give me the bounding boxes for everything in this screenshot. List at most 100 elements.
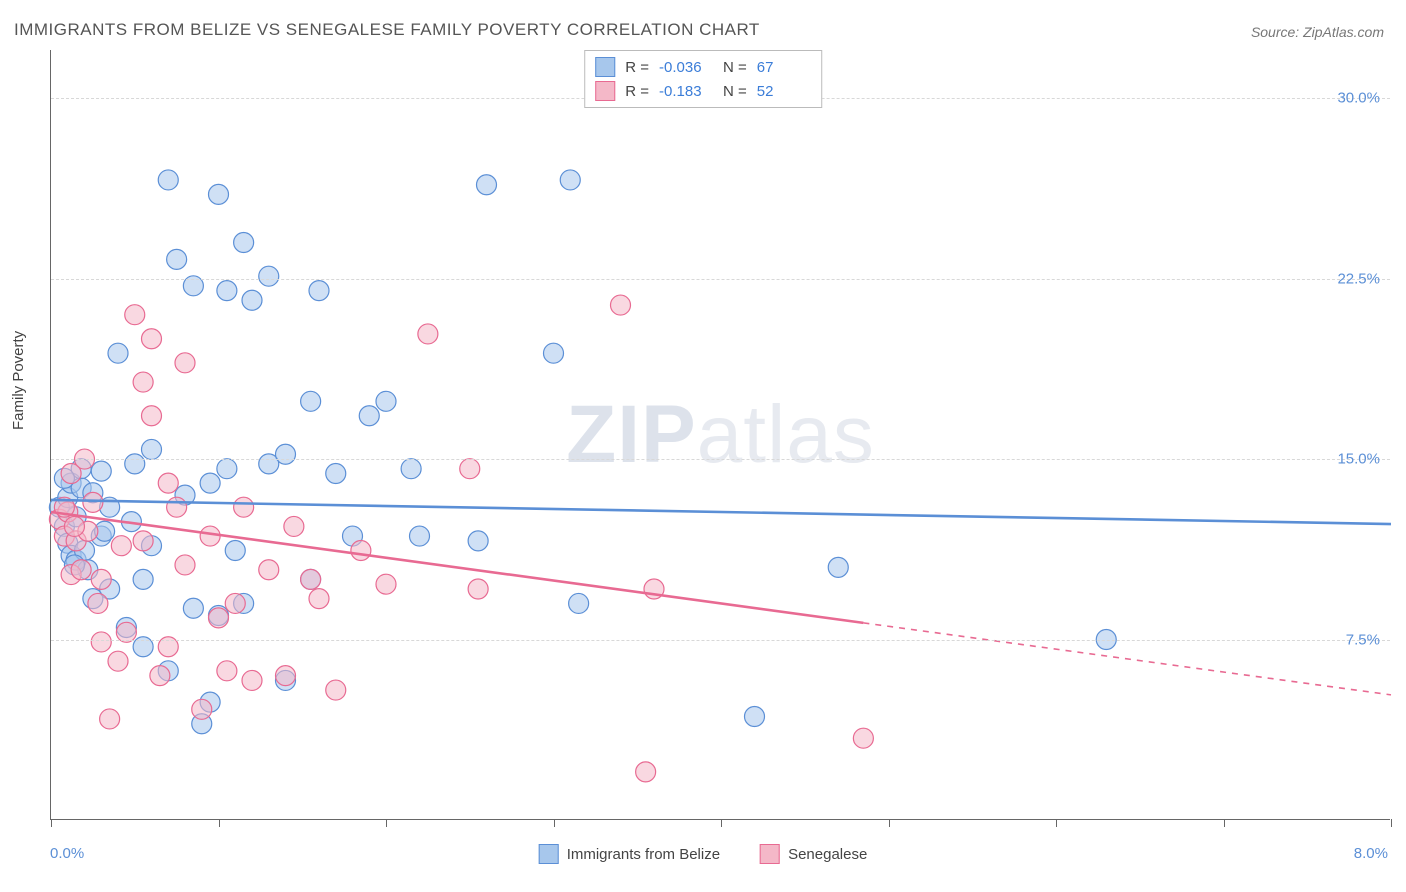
scatter-point bbox=[200, 473, 220, 493]
legend-swatch bbox=[595, 57, 615, 77]
scatter-point bbox=[125, 305, 145, 325]
trend-line bbox=[51, 512, 863, 623]
scatter-point bbox=[828, 557, 848, 577]
plot-area: ZIPatlas 7.5%15.0%22.5%30.0% bbox=[50, 50, 1390, 820]
scatter-point bbox=[853, 728, 873, 748]
scatter-point bbox=[359, 406, 379, 426]
scatter-point bbox=[326, 680, 346, 700]
scatter-point bbox=[225, 593, 245, 613]
scatter-point bbox=[133, 372, 153, 392]
scatter-point bbox=[301, 391, 321, 411]
scatter-point bbox=[217, 661, 237, 681]
scatter-point bbox=[560, 170, 580, 190]
stat-n-value: 67 bbox=[757, 59, 811, 76]
scatter-point bbox=[200, 526, 220, 546]
scatter-point bbox=[351, 541, 371, 561]
legend-swatch bbox=[595, 81, 615, 101]
scatter-point bbox=[259, 266, 279, 286]
gridline bbox=[51, 279, 1390, 280]
scatter-point bbox=[209, 608, 229, 628]
x-tick bbox=[386, 819, 387, 827]
scatter-point bbox=[167, 249, 187, 269]
scatter-point bbox=[234, 233, 254, 253]
stats-legend: R = -0.036 N = 67 R = -0.183 N = 52 bbox=[584, 50, 822, 108]
scatter-point bbox=[468, 531, 488, 551]
scatter-point bbox=[569, 593, 589, 613]
legend-swatch bbox=[760, 844, 780, 864]
scatter-point bbox=[125, 454, 145, 474]
scatter-point bbox=[225, 541, 245, 561]
x-tick bbox=[889, 819, 890, 827]
scatter-point bbox=[242, 290, 262, 310]
gridline bbox=[51, 459, 1390, 460]
scatter-point bbox=[158, 473, 178, 493]
scatter-point bbox=[309, 281, 329, 301]
scatter-point bbox=[284, 516, 304, 536]
stat-r-label: R = bbox=[625, 83, 649, 100]
scatter-point bbox=[242, 670, 262, 690]
scatter-point bbox=[100, 709, 120, 729]
scatter-point bbox=[111, 536, 131, 556]
x-tick bbox=[219, 819, 220, 827]
x-tick bbox=[1224, 819, 1225, 827]
scatter-point bbox=[611, 295, 631, 315]
x-tick bbox=[721, 819, 722, 827]
source-attribution: Source: ZipAtlas.com bbox=[1251, 24, 1384, 40]
chart-svg bbox=[51, 50, 1390, 819]
legend-swatch bbox=[539, 844, 559, 864]
y-tick-label: 30.0% bbox=[1337, 90, 1380, 107]
x-tick bbox=[51, 819, 52, 827]
scatter-point bbox=[217, 281, 237, 301]
stat-n-label: N = bbox=[723, 83, 747, 100]
x-axis-min-label: 0.0% bbox=[50, 845, 84, 862]
scatter-point bbox=[142, 439, 162, 459]
y-tick-label: 15.0% bbox=[1337, 451, 1380, 468]
y-axis-label: Family Poverty bbox=[10, 331, 27, 430]
legend-item: Immigrants from Belize bbox=[539, 844, 720, 864]
scatter-point bbox=[217, 459, 237, 479]
stats-legend-row: R = -0.036 N = 67 bbox=[595, 55, 811, 79]
legend-item: Senegalese bbox=[760, 844, 867, 864]
scatter-point bbox=[88, 593, 108, 613]
scatter-point bbox=[108, 343, 128, 363]
gridline bbox=[51, 640, 1390, 641]
scatter-point bbox=[167, 497, 187, 517]
scatter-point bbox=[326, 464, 346, 484]
x-tick bbox=[1056, 819, 1057, 827]
scatter-point bbox=[477, 175, 497, 195]
stat-n-value: 52 bbox=[757, 83, 811, 100]
scatter-point bbox=[309, 589, 329, 609]
scatter-point bbox=[108, 651, 128, 671]
scatter-point bbox=[636, 762, 656, 782]
y-tick-label: 22.5% bbox=[1337, 270, 1380, 287]
stat-r-value: -0.183 bbox=[659, 83, 713, 100]
x-tick bbox=[1391, 819, 1392, 827]
scatter-point bbox=[133, 569, 153, 589]
stat-n-label: N = bbox=[723, 59, 747, 76]
legend-label: Senegalese bbox=[788, 846, 867, 863]
scatter-point bbox=[418, 324, 438, 344]
scatter-point bbox=[410, 526, 430, 546]
x-axis-max-label: 8.0% bbox=[1354, 845, 1388, 862]
scatter-point bbox=[192, 699, 212, 719]
scatter-point bbox=[376, 574, 396, 594]
stats-legend-row: R = -0.183 N = 52 bbox=[595, 79, 811, 103]
chart-title: IMMIGRANTS FROM BELIZE VS SENEGALESE FAM… bbox=[14, 20, 760, 40]
stat-r-label: R = bbox=[625, 59, 649, 76]
scatter-point bbox=[91, 569, 111, 589]
scatter-point bbox=[301, 569, 321, 589]
scatter-point bbox=[175, 555, 195, 575]
trend-line-extrapolated bbox=[863, 623, 1391, 695]
x-tick bbox=[554, 819, 555, 827]
scatter-point bbox=[71, 560, 91, 580]
scatter-point bbox=[468, 579, 488, 599]
scatter-point bbox=[91, 632, 111, 652]
scatter-point bbox=[276, 444, 296, 464]
scatter-point bbox=[142, 329, 162, 349]
scatter-point bbox=[276, 666, 296, 686]
scatter-point bbox=[183, 598, 203, 618]
stat-r-value: -0.036 bbox=[659, 59, 713, 76]
scatter-point bbox=[175, 353, 195, 373]
scatter-point bbox=[158, 170, 178, 190]
scatter-point bbox=[209, 184, 229, 204]
